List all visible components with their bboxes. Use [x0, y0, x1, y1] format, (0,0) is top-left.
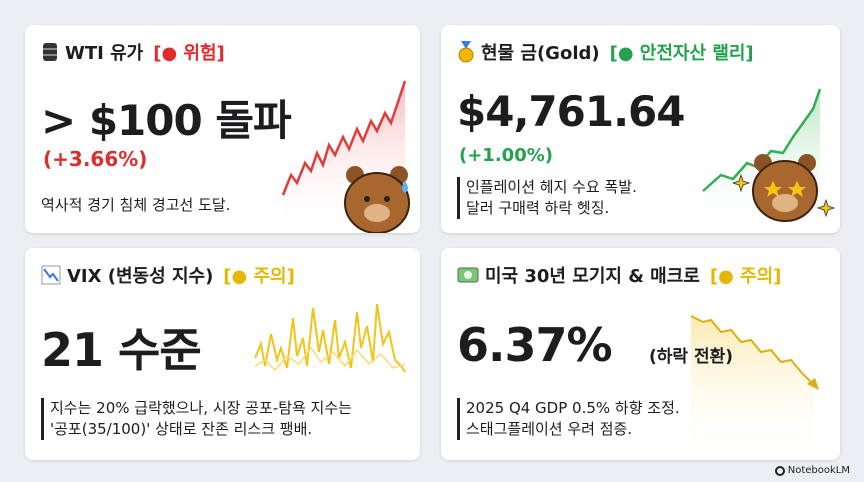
headline-value: > $100 돌파: [41, 96, 292, 145]
icon-money: [457, 267, 479, 283]
description: 지수는 20% 급락했으나, 시장 공포-탐욕 지수는 '공포(35/100)'…: [41, 398, 352, 440]
status-label: [● 주의]: [223, 266, 295, 287]
sparkline-art: [254, 303, 406, 373]
card-header: WTI 유가 [● 위험]: [41, 39, 225, 65]
card-gold: 현물 금(Gold) [● 안전자산 랠리] $4,761.64 (+1.00%…: [441, 25, 840, 233]
card-mortgage: 미국 30년 모기지 & 매크로 [● 주의] 6.37% (하락 전환) 20…: [441, 248, 840, 460]
sparkline-art: [281, 80, 410, 233]
card-title: 현물 금(Gold): [481, 43, 600, 64]
change-value: (+3.66%): [43, 147, 148, 171]
icon-medal: [458, 41, 474, 63]
headline-value: 21 수준: [41, 323, 202, 377]
sparkline-art: [702, 88, 836, 233]
card-title: WTI 유가: [65, 43, 144, 64]
description-line: 인플레이션 헤지 수요 폭발.: [466, 178, 637, 196]
card-wti: WTI 유가 [● 위험] > $100 돌파 (+3.66%) 역사적 경기 …: [25, 25, 420, 233]
card-title: 미국 30년 모기지 & 매크로: [485, 266, 700, 287]
headline-value: $4,761.64: [457, 87, 685, 136]
description: 2025 Q4 GDP 0.5% 하향 조정. 스태그플레이션 우려 점증.: [457, 398, 680, 440]
card-title: VIX (변동성 지수): [67, 266, 214, 287]
change-value: (+1.00%): [459, 145, 553, 166]
footer: NotebookLM: [774, 465, 850, 476]
description-line: 지수는 20% 급락했으나, 시장 공포-탐욕 지수는: [50, 399, 352, 417]
headline-value: 6.37%: [457, 318, 613, 372]
footer-logo: [774, 465, 785, 476]
value-note: (하락 전환): [649, 347, 734, 367]
status-label: [● 주의]: [709, 266, 782, 287]
card-header: 미국 30년 모기지 & 매크로 [● 주의]: [457, 262, 781, 288]
card-header: VIX (변동성 지수) [● 주의]: [41, 262, 295, 288]
footer-text: NotebookLM: [787, 465, 850, 476]
icon-barrel: [43, 43, 57, 61]
status-label: [● 안전자산 랠리]: [609, 43, 754, 64]
description-line: 달러 구매력 하락 헷징.: [466, 199, 610, 217]
description-line: 스태그플레이션 우려 점증.: [466, 420, 633, 438]
card-header: 현물 금(Gold) [● 안전자산 랠리]: [457, 39, 754, 65]
description: 인플레이션 헤지 수요 폭발. 달러 구매력 하락 헷징.: [457, 177, 637, 219]
sparkline-art: [690, 315, 819, 460]
card-vix: VIX (변동성 지수) [● 주의] 21 수준 지수는 20% 급락했으나,…: [25, 248, 420, 460]
description-line: '공포(35/100)' 상태로 잔존 리스크 팽배.: [50, 420, 313, 438]
description-line: 역사적 경기 침체 경고선 도달.: [41, 196, 231, 214]
icon-chart-down: [41, 265, 61, 285]
description: 역사적 경기 침체 경고선 도달.: [41, 195, 230, 216]
status-label: [● 위험]: [153, 43, 225, 64]
description-line: 2025 Q4 GDP 0.5% 하향 조정.: [466, 399, 680, 417]
